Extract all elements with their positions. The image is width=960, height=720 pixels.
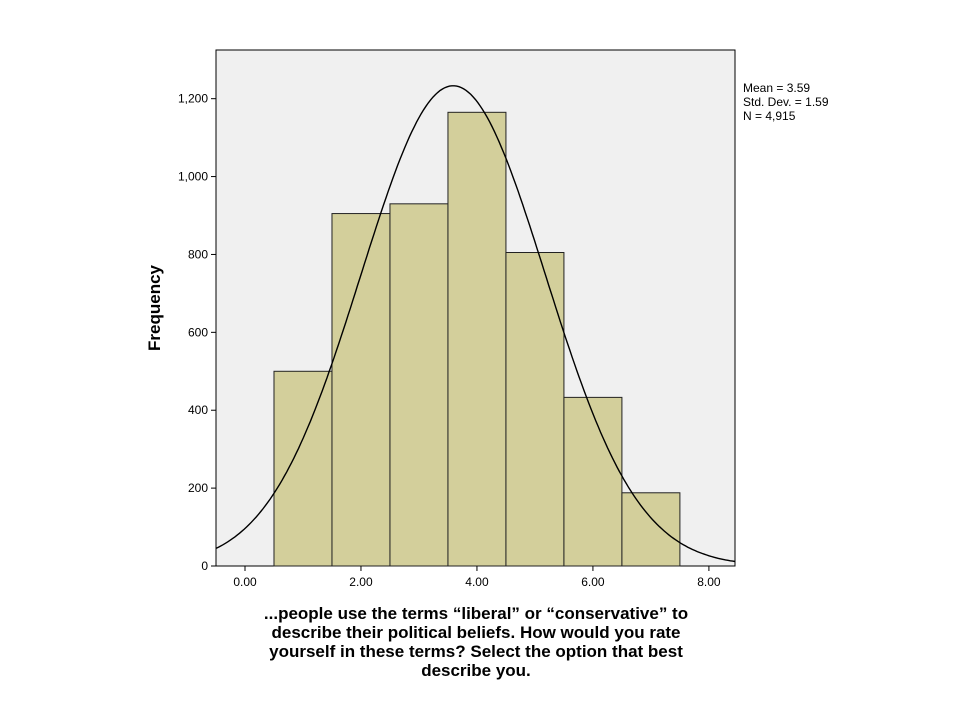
x-axis-title-line: describe their political beliefs. How wo… xyxy=(271,623,681,642)
histogram-bar xyxy=(447,111,507,567)
x-axis-title-line: ...people use the terms “liberal” or “co… xyxy=(263,604,689,623)
x-tick-label: 6.00 xyxy=(581,575,605,589)
y-tick-label: 0 xyxy=(201,559,208,573)
stats-n: N = 4,915 xyxy=(743,109,796,123)
x-axis-title-line: yourself in these terms? Select the opti… xyxy=(269,642,683,661)
y-tick-label: 200 xyxy=(188,481,208,495)
y-tick-label: 800 xyxy=(188,247,208,261)
histogram-bar xyxy=(505,252,565,567)
histogram-bar xyxy=(389,203,449,567)
y-tick-label: 600 xyxy=(188,325,208,339)
x-axis-title: ...people use the terms “liberal” or “co… xyxy=(216,604,736,680)
stats-box: Mean = 3.59 Std. Dev. = 1.59 N = 4,915 xyxy=(743,81,829,123)
x-tick-label: 2.00 xyxy=(349,575,373,589)
y-tick-label: 1,200 xyxy=(178,92,208,106)
y-tick-label: 400 xyxy=(188,403,208,417)
bars-group xyxy=(273,111,681,567)
histogram-bar xyxy=(621,492,681,567)
x-axis: 0.00 2.00 4.00 6.00 8.00 xyxy=(233,566,721,589)
y-tick-label: 1,000 xyxy=(178,170,208,184)
x-tick-label: 0.00 xyxy=(233,575,257,589)
y-axis: 0 200 400 600 800 1,000 1,200 xyxy=(178,92,216,573)
x-tick-label: 8.00 xyxy=(697,575,721,589)
normal-curve xyxy=(215,85,736,563)
x-axis-title-line: describe you. xyxy=(421,661,531,680)
stats-mean: Mean = 3.59 xyxy=(743,81,810,95)
histogram-bar xyxy=(563,396,623,567)
x-tick-label: 4.00 xyxy=(465,575,489,589)
y-axis-title: Frequency xyxy=(145,264,164,351)
histogram-bar xyxy=(273,370,333,567)
histogram-bar xyxy=(331,213,391,567)
stats-std-dev: Std. Dev. = 1.59 xyxy=(743,95,829,109)
